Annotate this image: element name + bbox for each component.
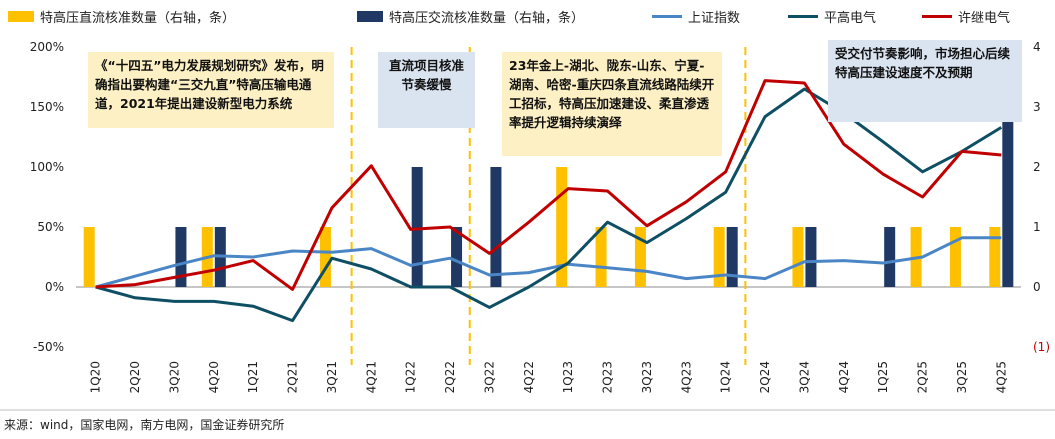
x-axis-tick-label: 2Q20 <box>128 361 142 393</box>
legend-item-ac-bars: 特高压交流核准数量（右轴，条） <box>357 6 584 26</box>
annotation-14th-five-year-plan: 《“十四五”电力发展规划研究》发布，明确指出要构建“三交九直”特高压输电通道，2… <box>88 52 334 128</box>
annotation-2023-dc-lines: 23年金上-湖北、陇东-山东、宁夏-湖南、哈密-重庆四条直流线路陆续开工招标，特… <box>502 52 722 156</box>
left-axis-tick-label: 0% <box>45 280 64 294</box>
x-axis-tick-label: 2Q25 <box>916 361 930 393</box>
bar-ac <box>175 227 187 287</box>
x-axis-tick-label: 1Q23 <box>561 361 575 393</box>
source-note: 来源：wind，国家电网，南方电网，国金证券研究所 <box>4 418 285 432</box>
legend-item-sse-line: 上证指数 <box>652 6 740 26</box>
bar-dc <box>83 227 95 287</box>
right-axis-tick-label: 4 <box>1033 40 1041 54</box>
x-axis-tick-label: 2Q23 <box>601 361 615 393</box>
bar-dc <box>556 167 568 287</box>
left-axis-tick-label: -50% <box>33 340 64 354</box>
legend-label-dc: 特高压直流核准数量（右轴，条） <box>40 10 236 26</box>
right-axis-tick-label: 2 <box>1033 160 1041 174</box>
bar-dc <box>595 227 607 287</box>
bar-dc <box>713 227 725 287</box>
x-axis-tick-label: 2Q21 <box>286 361 300 393</box>
x-axis-tick-label: 4Q25 <box>994 361 1008 393</box>
bar-dc <box>949 227 961 287</box>
annotation-dc-approval-slow: 直流项目核准节奏缓慢 <box>378 52 475 128</box>
annotation-delivery-pace: 受交付节奏影响，市场担心后续特高压建设速度不及预期 <box>828 40 1022 122</box>
x-axis-tick-label: 4Q24 <box>837 361 851 393</box>
x-axis-tick-label: 3Q24 <box>797 361 811 393</box>
legend-swatch-dc <box>8 10 34 22</box>
bar-ac <box>451 227 463 287</box>
bar-dc <box>319 227 331 287</box>
x-axis-tick-label: 3Q23 <box>640 361 654 393</box>
legend-item-pinggao-line: 平高电气 <box>788 6 876 26</box>
legend-swatch-sse <box>652 14 682 18</box>
x-axis-tick-label: 4Q22 <box>522 361 536 393</box>
left-axis-tick-label: 50% <box>37 220 64 234</box>
legend-swatch-ac <box>357 10 383 22</box>
legend-swatch-pinggao <box>788 14 818 18</box>
x-axis-tick-label: 1Q22 <box>404 361 418 393</box>
x-axis-tick-label: 3Q22 <box>482 361 496 393</box>
x-axis-tick-label: 1Q25 <box>876 361 890 393</box>
x-axis-tick-label: 3Q25 <box>955 361 969 393</box>
bar-ac <box>490 167 502 287</box>
left-axis-tick-label: 100% <box>30 160 64 174</box>
x-axis-tick-label: 4Q21 <box>364 361 378 393</box>
left-axis-tick-label: 200% <box>30 40 64 54</box>
line-sse-index <box>95 236 1002 289</box>
bar-ac <box>1002 107 1014 287</box>
bar-ac <box>805 227 817 287</box>
legend-label-sse: 上证指数 <box>688 10 741 26</box>
x-axis-tick-label: 1Q24 <box>719 361 733 393</box>
legend-item-dc-bars: 特高压直流核准数量（右轴，条） <box>8 6 235 26</box>
right-axis-tick-label: 1 <box>1033 220 1041 234</box>
x-axis-tick-label: 1Q21 <box>246 361 260 393</box>
bar-dc <box>634 227 646 287</box>
right-axis-tick-label: 3 <box>1033 100 1041 114</box>
line-xuji <box>95 79 1002 291</box>
legend-label-ac: 特高压交流核准数量（右轴，条） <box>389 10 585 26</box>
legend-label-pinggao: 平高电气 <box>824 10 877 26</box>
x-axis-tick-label: 4Q20 <box>207 361 221 393</box>
bar-ac <box>884 227 896 287</box>
bar-ac <box>726 227 738 287</box>
left-axis-tick-label: 150% <box>30 100 64 114</box>
right-axis-tick-label: (1) <box>1033 340 1050 354</box>
bar-ac <box>411 167 423 287</box>
legend-item-xuji-line: 许继电气 <box>922 6 1010 26</box>
right-axis-tick-label: 0 <box>1033 280 1041 294</box>
legend-swatch-xuji <box>922 14 952 18</box>
x-axis-tick-label: 2Q24 <box>758 361 772 393</box>
bar-dc <box>792 227 804 287</box>
bar-dc <box>989 227 1001 287</box>
x-axis-tick-label: 4Q23 <box>679 361 693 393</box>
x-axis-tick-label: 3Q21 <box>325 361 339 393</box>
x-axis-tick-label: 3Q20 <box>167 361 181 393</box>
legend-label-xuji: 许继电气 <box>958 10 1011 26</box>
x-axis-tick-label: 2Q22 <box>443 361 457 393</box>
x-axis-tick-label: 1Q20 <box>89 361 103 393</box>
